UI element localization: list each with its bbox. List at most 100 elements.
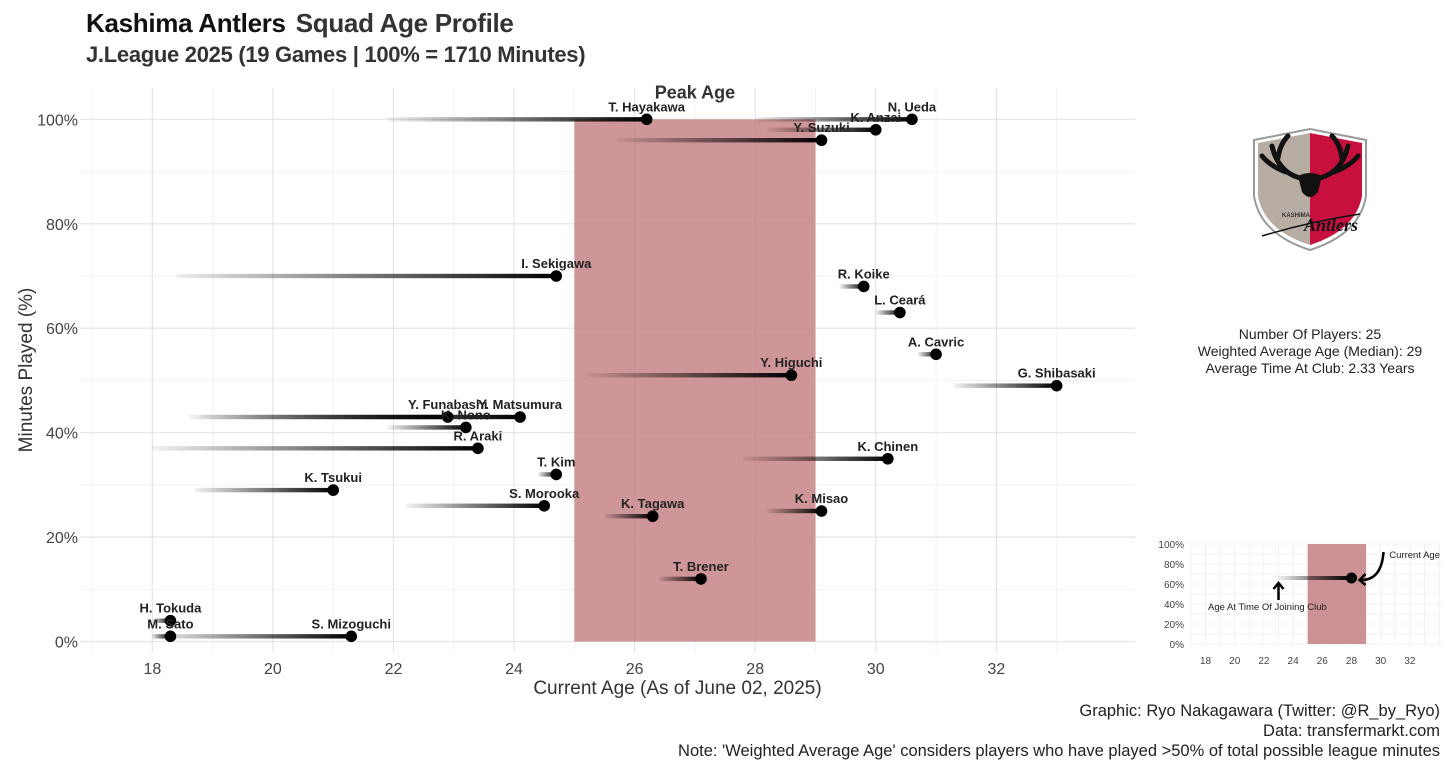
- tenure-segment: [586, 373, 792, 378]
- player-point: [550, 468, 563, 481]
- title-team: Kashima Antlers: [86, 8, 286, 38]
- player-point: [538, 499, 550, 512]
- title-rest: Squad Age Profile: [295, 8, 514, 38]
- inset-current-age-label: Current Age: [1389, 550, 1440, 561]
- inset-x-tick-label: 24: [1288, 656, 1300, 667]
- caption-note: Note: 'Weighted Average Age' considers p…: [678, 742, 1440, 760]
- caption-data-source: Data: transfermarkt.com: [1263, 722, 1440, 740]
- player-point: [785, 369, 798, 382]
- tenure-segment: [743, 456, 888, 461]
- x-tick-label: 30: [867, 661, 885, 678]
- inset-peak-band: [1307, 544, 1367, 644]
- player-point: [441, 411, 454, 423]
- tenure-segment: [875, 310, 900, 315]
- player-point: [646, 510, 659, 523]
- squad-stats: Number Of Players: 25 Weighted Average A…: [1180, 326, 1440, 377]
- player-label: K. Chinen: [857, 439, 918, 454]
- tenure-segment: [152, 634, 171, 639]
- legend-inset-chart: 18 20 22 24 26 28 30 32 0% 20% 40% 60% 80% 100% Curren…: [1158, 540, 1442, 667]
- player-label: M. Sato: [147, 616, 193, 631]
- player-label: I. Sekigawa: [521, 256, 592, 271]
- player-point: [550, 270, 563, 282]
- player-label: K. Tsukui: [304, 470, 362, 485]
- y-tick-label: 40%: [46, 426, 78, 443]
- inset-x-tick-label: 18: [1200, 656, 1212, 667]
- tenure-segment: [176, 273, 557, 279]
- y-tick-label: 0%: [55, 635, 78, 652]
- player-points: [164, 113, 1063, 643]
- peak-age-rect: [574, 119, 816, 642]
- player-point: [882, 452, 894, 465]
- peak-age-band: Peak Age: [574, 82, 816, 642]
- inset-y-tick-label: 0%: [1170, 640, 1185, 651]
- caption-graphic-credit: Graphic: Ryo Nakagawara (Twitter: @R_by_…: [1079, 702, 1440, 720]
- inset-tenure-segment: [1278, 576, 1352, 580]
- player-label: Y. Higuchi: [760, 355, 822, 370]
- player-point: [906, 113, 918, 126]
- tenure-segment: [839, 284, 864, 289]
- x-axis-label: Current Age (As of June 02, 2025): [533, 678, 821, 699]
- stat-weighted-age: Weighted Average Age (Median): 29: [1197, 343, 1423, 359]
- tenure-segment: [767, 508, 822, 514]
- tenure-segment: [767, 127, 876, 132]
- crest-wordmark: Antlers: [1303, 215, 1358, 235]
- tenure-segment: [387, 425, 466, 430]
- player-label: S. Morooka: [509, 486, 580, 501]
- x-tick-label: 18: [143, 661, 161, 678]
- y-tick-label: 100%: [37, 112, 78, 129]
- caption: Graphic: Ryo Nakagawara (Twitter: @R_by_…: [678, 701, 1440, 761]
- inset-example-point: [1345, 572, 1357, 584]
- player-label: Y. Suzuki: [793, 120, 849, 135]
- player-label: T. Brener: [673, 559, 729, 574]
- player-point: [1050, 379, 1063, 392]
- player-label: K. Nono: [441, 407, 491, 422]
- player-label: Y. Funabashi: [408, 397, 487, 412]
- player-point: [857, 280, 870, 293]
- player-label: S. Mizoguchi: [312, 616, 391, 631]
- player-label: T. Hayakawa: [608, 99, 685, 114]
- inset-x-tick-label: 26: [1317, 656, 1329, 667]
- tenure-segment: [954, 383, 1057, 388]
- inset-y-tick-label: 40%: [1164, 600, 1184, 611]
- player-point: [345, 630, 358, 643]
- tenure-segment: [194, 487, 334, 493]
- x-tick-label: 28: [746, 661, 764, 678]
- player-label: A. Cavric: [908, 334, 964, 349]
- stat-time-at-club: Average Time At Club: 2.33 Years: [1205, 360, 1415, 376]
- player-label: K. Anzai: [850, 110, 901, 125]
- player-point: [695, 573, 707, 585]
- inset-y-tick-label: 60%: [1164, 580, 1184, 591]
- inset-x-tick-label: 32: [1404, 656, 1416, 667]
- player-label: R. Araki: [454, 428, 503, 443]
- crest-small-text: KASHIMA: [1282, 213, 1311, 219]
- y-axis-label: Minutes Played (%): [16, 288, 37, 453]
- player-label: H. Tokuda: [139, 601, 202, 616]
- player-label: K. Tagawa: [621, 496, 685, 511]
- y-tick-label: 20%: [46, 530, 78, 547]
- inset-x-tick-label: 20: [1229, 656, 1241, 667]
- tenure-segment: [405, 503, 545, 508]
- player-label: K. Misao: [795, 491, 849, 506]
- tenure-segment: [658, 576, 701, 582]
- peak-age-label: Peak Age: [655, 82, 735, 102]
- tenure-segment: [538, 472, 557, 477]
- player-label: N. Ueda: [888, 99, 937, 114]
- tenure-segment: [188, 414, 521, 420]
- x-tick-label: 22: [385, 661, 403, 678]
- inset-y-tick-label: 100%: [1158, 540, 1184, 551]
- player-point: [514, 411, 526, 423]
- player-point: [640, 113, 653, 126]
- y-tick-label: 80%: [46, 217, 78, 234]
- player-label: Y. Matsumura: [478, 397, 563, 412]
- player-label: R. Koike: [838, 266, 890, 281]
- player-point: [327, 484, 340, 496]
- tenure-segment: [152, 618, 171, 623]
- inset-current-age-arrow: [1361, 551, 1385, 582]
- player-point: [869, 123, 882, 136]
- x-tick-label: 26: [626, 661, 644, 678]
- tenure-segment: [152, 634, 352, 639]
- player-label: L. Ceará: [874, 293, 926, 308]
- tenure-segment: [755, 117, 912, 122]
- inset-x-tick-label: 22: [1258, 656, 1270, 667]
